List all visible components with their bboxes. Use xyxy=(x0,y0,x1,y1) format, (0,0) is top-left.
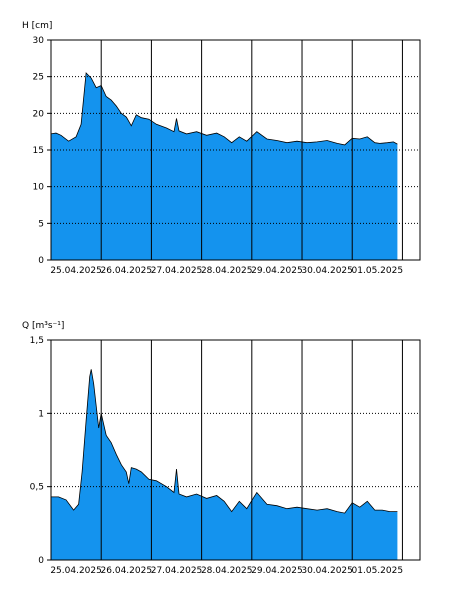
plot-frame xyxy=(50,339,421,561)
y-tick-label: 5 xyxy=(38,219,44,229)
x-tick-label: 26.04.2025 xyxy=(101,566,153,576)
y-tick-label: 1 xyxy=(38,409,44,419)
y-tick-label: 20 xyxy=(33,109,45,119)
x-tick-label: 30.04.2025 xyxy=(301,266,353,276)
series-area xyxy=(51,73,398,260)
x-tick-label: 01.05.2025 xyxy=(352,566,404,576)
x-tick-label: 28.04.2025 xyxy=(201,566,253,576)
y-tick-label: 0 xyxy=(38,256,44,266)
x-tick-label: 26.04.2025 xyxy=(101,266,153,276)
y-tick-label: 25 xyxy=(33,73,44,83)
y-tick-label: 0,5 xyxy=(30,483,44,493)
x-tick-label: 27.04.2025 xyxy=(151,266,203,276)
series-area xyxy=(51,369,398,560)
series-line xyxy=(50,72,398,146)
x-tick-label: 29.04.2025 xyxy=(251,266,303,276)
y-tick-label: 10 xyxy=(33,183,45,193)
discharge-chart: 0 0,5 1 1,5 25.04.202526.04.202527.04.202528… xyxy=(22,321,421,576)
series-line xyxy=(51,369,398,514)
x-tick-label: 27.04.2025 xyxy=(151,566,203,576)
x-tick-label: 30.04.2025 xyxy=(301,566,353,576)
plot-frame xyxy=(50,39,421,261)
y-tick-label: 30 xyxy=(33,36,45,46)
x-tick-label: 29.04.2025 xyxy=(251,566,303,576)
y-tick-label: 15 xyxy=(33,146,44,156)
y-axis-label: H [cm] xyxy=(22,21,52,31)
y-tick-label: 0 xyxy=(38,556,44,566)
water-level-chart: 0 5 10 15 20 25 30 25.04.202526.04.202527.04.20… xyxy=(22,21,421,276)
y-tick-label: 1,5 xyxy=(30,336,44,346)
x-tick-label: 25.04.2025 xyxy=(50,566,102,576)
y-axis-label: Q [m³s⁻¹] xyxy=(22,321,64,331)
x-tick-label: 01.05.2025 xyxy=(352,266,404,276)
x-tick-label: 28.04.2025 xyxy=(201,266,253,276)
x-tick-label: 25.04.2025 xyxy=(50,266,102,276)
